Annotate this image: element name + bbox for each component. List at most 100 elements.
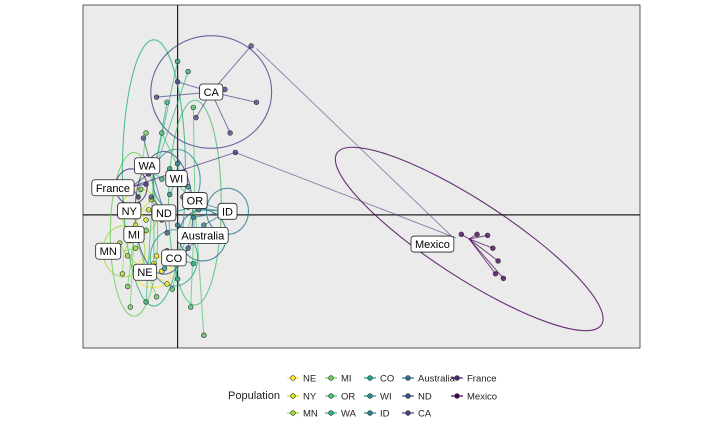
point-wa: [174, 58, 181, 65]
legend-key-mi: [328, 375, 334, 381]
label-wa: WA: [134, 157, 161, 175]
point-mi: [143, 130, 149, 136]
label-text-wi: WI: [170, 174, 183, 186]
legend-item-wi: WI: [364, 392, 392, 403]
ellipse-mexico: [334, 146, 604, 332]
label-text-australia: Australia: [181, 230, 225, 242]
link-or: [190, 202, 196, 308]
legend-item-or: OR: [325, 392, 355, 403]
label-text-nd: ND: [156, 208, 172, 220]
legend-label-co: CO: [380, 374, 394, 385]
legend-label-wa: WA: [341, 409, 357, 420]
point-mn: [119, 271, 126, 277]
point-mi: [153, 294, 160, 300]
legend-item-ny: NY: [287, 392, 317, 403]
label-mexico: Mexico: [410, 235, 455, 253]
point-ny: [145, 207, 152, 213]
ellipse-or: [168, 99, 222, 306]
legend-item-id: ID: [364, 409, 390, 420]
link-mexico: [469, 238, 494, 249]
point-ca: [174, 79, 181, 85]
point-co: [174, 276, 181, 282]
point-ca: [193, 114, 199, 121]
link-mi: [127, 234, 135, 287]
label-box-mn: [95, 242, 122, 260]
link-or: [194, 202, 205, 336]
point-wa: [185, 68, 191, 75]
legend-label-or: OR: [341, 392, 355, 403]
label-ca: CA: [199, 83, 224, 101]
legend-label-ne: NE: [303, 374, 316, 385]
point-mexico: [495, 258, 501, 264]
legend-item-co: CO: [364, 374, 394, 385]
label-box-wi: [165, 170, 188, 187]
link-nd: [142, 137, 165, 213]
legend-label-mi: MI: [341, 374, 352, 385]
link-ny: [139, 199, 152, 213]
point-nd: [140, 135, 147, 141]
legend: Population NE NY MN MI OR WA CO WI ID Australia ND…: [228, 374, 497, 420]
label-box-france: [91, 179, 135, 197]
legend-label-id: ID: [380, 409, 390, 420]
point-france: [232, 149, 239, 156]
long-link-0: [256, 48, 452, 236]
label-france: France: [91, 179, 135, 197]
legend-item-australia: Australia: [402, 374, 456, 385]
legend-item-nd: ND: [402, 392, 432, 403]
link-mexico: [469, 234, 488, 240]
label-or: OR: [182, 192, 208, 209]
legend-label-ca: CA: [418, 409, 432, 420]
label-text-mexico: Mexico: [415, 239, 450, 251]
legend-label-france: France: [467, 374, 497, 385]
point-mi: [127, 304, 133, 310]
ellipse-mi: [109, 151, 159, 317]
label-text-ca: CA: [204, 87, 220, 99]
legend-label-mexico: Mexico: [467, 392, 497, 403]
label-box-or: [182, 192, 208, 209]
label-text-wa: WA: [138, 161, 156, 173]
point-australia: [174, 222, 181, 228]
point-ca: [153, 94, 160, 100]
legend-key-or: [328, 393, 334, 399]
label-text-mn: MN: [100, 246, 117, 258]
legend-key-co: [367, 375, 373, 381]
label-co: CO: [161, 249, 187, 267]
point-or: [159, 130, 165, 136]
point-nd: [164, 230, 170, 236]
legend-label-wi: WI: [380, 392, 392, 403]
label-box-id: [217, 202, 238, 220]
point-wa: [143, 299, 149, 305]
legend-key-france: [454, 375, 460, 381]
label-text-or: OR: [187, 196, 204, 208]
legend-label-australia: Australia: [418, 374, 456, 385]
legend-key-ne: [290, 375, 296, 381]
legend-key-id: [367, 410, 373, 416]
point-or: [190, 104, 197, 111]
point-mn: [124, 253, 131, 259]
label-box-australia: [177, 226, 229, 244]
link-mexico: [468, 238, 499, 262]
point-ne: [164, 281, 170, 287]
legend-title: Population: [228, 390, 280, 402]
point-or: [201, 332, 207, 338]
label-box-ca: [199, 83, 224, 101]
link-france: [131, 151, 236, 188]
point-id: [190, 214, 197, 221]
legend-key-wa: [328, 410, 334, 416]
point-mexico: [458, 231, 465, 238]
legend-label-ny: NY: [303, 392, 317, 403]
legend-key-wi: [367, 393, 373, 399]
point-mi: [138, 186, 144, 192]
label-nd: ND: [151, 204, 177, 222]
label-ne: NE: [132, 263, 158, 281]
point-france: [143, 181, 149, 187]
point-ny: [143, 217, 149, 223]
point-wa: [159, 176, 165, 182]
label-box-co: [161, 249, 187, 267]
legend-label-nd: ND: [418, 392, 432, 403]
legend-item-wa: WA: [325, 409, 357, 420]
label-text-mi: MI: [128, 229, 140, 241]
link-or: [161, 132, 196, 203]
